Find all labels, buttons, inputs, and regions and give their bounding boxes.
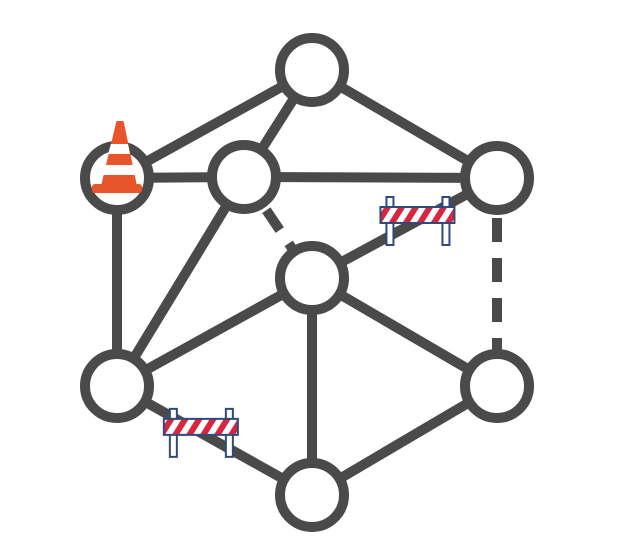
node-upper-right — [460, 141, 534, 215]
node-upper-inner — [207, 140, 281, 214]
barrier-outline — [379, 206, 456, 224]
traffic-cone-icon — [92, 121, 142, 193]
cone-base — [92, 184, 142, 193]
barrier-stripes — [163, 418, 238, 435]
barrier-stripes — [380, 207, 455, 223]
edge-top-to-upper-left — [114, 65, 315, 183]
barrier-outline — [162, 417, 239, 436]
edge-upper-inner-to-upper-right — [243, 172, 498, 183]
cone-tip — [116, 121, 124, 125]
nodes-layer — [80, 33, 534, 532]
road-barrier-icon-lower-left-bottom — [162, 407, 239, 458]
road-barrier-icon-upper-right-center — [379, 196, 456, 246]
edge-lower-left-to-bottom — [114, 381, 315, 500]
edge-upper-inner-to-lower-left — [112, 174, 249, 389]
cone-stripe-upper — [108, 144, 130, 154]
node-lower-right — [460, 349, 534, 423]
node-bottom — [275, 458, 349, 532]
markers-layer — [92, 121, 456, 458]
node-top — [275, 33, 349, 107]
node-lower-left — [80, 349, 154, 423]
node-center — [275, 241, 349, 315]
edge-center-to-lower-left — [114, 273, 315, 391]
cone-stripe-lower — [103, 165, 135, 175]
